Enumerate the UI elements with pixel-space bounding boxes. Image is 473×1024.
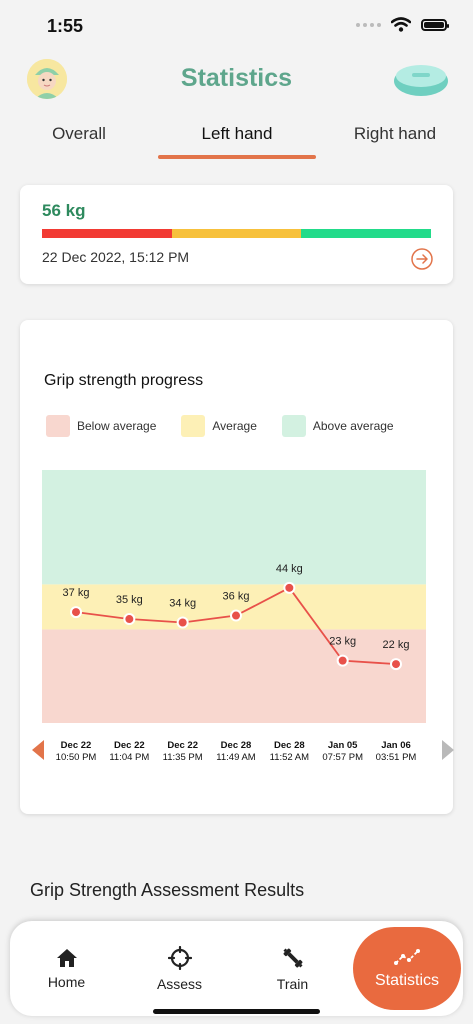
chart-prev-arrow-icon[interactable] bbox=[32, 740, 44, 760]
crosshair-icon bbox=[167, 945, 192, 970]
chart-point bbox=[285, 583, 294, 592]
latest-result-date: 22 Dec 2022, 15:12 PM bbox=[42, 249, 190, 265]
chart-x-tick-time: 11:52 AM bbox=[270, 752, 310, 763]
chart-title: Grip strength progress bbox=[44, 372, 204, 389]
chart-x-tick-time: 07:57 PM bbox=[322, 752, 363, 763]
legend-item-above: Above average bbox=[281, 415, 394, 437]
latest-strength-value: 56 kg bbox=[42, 201, 86, 220]
chart-next-arrow-icon[interactable] bbox=[442, 740, 454, 760]
nav-train[interactable]: Train bbox=[236, 921, 349, 1016]
assessment-results-heading: Grip Strength Assessment Results bbox=[30, 880, 305, 900]
chart-legend: Below average Average Above average bbox=[46, 415, 419, 437]
avatar[interactable] bbox=[27, 59, 67, 99]
legend-label-below: Below average bbox=[77, 419, 157, 433]
chart-point bbox=[72, 608, 80, 617]
chart-point bbox=[338, 656, 347, 665]
legend-swatch-average bbox=[181, 415, 206, 437]
scale-above-segment bbox=[301, 229, 431, 238]
chart-x-tick-date: Dec 28 bbox=[221, 740, 252, 751]
chart-point bbox=[178, 618, 187, 627]
chart-data-label: 35 kg bbox=[116, 594, 143, 606]
arrow-right-circle-icon[interactable] bbox=[411, 248, 433, 270]
chart-x-tick-date: Jan 05 bbox=[328, 740, 358, 751]
nav-train-label: Train bbox=[276, 975, 309, 992]
wifi-icon bbox=[391, 17, 411, 32]
chart-point bbox=[392, 660, 400, 669]
avatar-face-icon bbox=[27, 59, 67, 99]
nav-statistics-label: Statistics bbox=[374, 971, 439, 989]
legend-label-average: Average bbox=[212, 419, 257, 433]
nav-assess-label: Assess bbox=[156, 975, 203, 992]
chart-x-tick-time: 10:50 PM bbox=[56, 752, 97, 763]
legend-swatch-below bbox=[46, 415, 70, 437]
chart-x-tick-date: Dec 28 bbox=[274, 740, 305, 751]
tab-overall[interactable]: Overall bbox=[52, 124, 106, 143]
trend-line-icon bbox=[394, 948, 420, 965]
page-title: Statistics bbox=[180, 64, 293, 92]
chart-x-tick-date: Dec 22 bbox=[61, 740, 92, 751]
home-indicator bbox=[153, 1009, 320, 1014]
tab-right-hand[interactable]: Right hand bbox=[353, 124, 437, 143]
chart-x-tick-time: 11:49 AM bbox=[216, 752, 256, 763]
home-icon bbox=[56, 948, 77, 967]
chart-data-label: 37 kg bbox=[63, 587, 90, 599]
status-time: 1:55 bbox=[47, 16, 84, 36]
hand-tabs: Overall Left hand Right hand bbox=[0, 120, 473, 160]
chart-x-tick-date: Jan 06 bbox=[381, 740, 411, 751]
legend-swatch-above bbox=[281, 415, 306, 437]
chart-band-below bbox=[42, 629, 426, 723]
chart-data-label: 36 kg bbox=[223, 591, 250, 603]
nav-assess[interactable]: Assess bbox=[123, 921, 236, 1016]
grip-strength-chart: 37 kg 35 kg 34 kg 36 kg 44 kg 23 kg 22 kg Dec 2… bbox=[32, 470, 454, 763]
tab-left-hand[interactable]: Left hand bbox=[201, 124, 273, 143]
chart-data-label: 44 kg bbox=[276, 563, 303, 575]
nav-statistics[interactable]: Statistics bbox=[353, 927, 461, 1010]
chart-point bbox=[232, 611, 240, 620]
grip-device-icon[interactable] bbox=[393, 61, 449, 97]
battery-icon bbox=[421, 18, 449, 31]
scale-below-segment bbox=[42, 229, 172, 238]
signal-icon bbox=[356, 22, 381, 27]
chart-point bbox=[125, 615, 134, 624]
chart-band-average bbox=[42, 584, 426, 630]
dumbbell-icon bbox=[282, 947, 303, 968]
legend-item-average: Average bbox=[181, 415, 257, 437]
latest-result-card: 56 kg 22 Dec 2022, 15:12 PM bbox=[20, 185, 453, 284]
chart-x-tick-date: Dec 22 bbox=[167, 740, 198, 751]
legend-item-below: Below average bbox=[46, 415, 156, 437]
active-tab-indicator bbox=[158, 155, 316, 159]
chart-data-label: 34 kg bbox=[169, 597, 196, 609]
chart-x-tick-time: 11:35 PM bbox=[163, 752, 203, 763]
chart-x-tick-date: Dec 22 bbox=[114, 740, 145, 751]
nav-home-label: Home bbox=[47, 973, 86, 990]
scale-average-segment bbox=[172, 229, 301, 238]
chart-x-tick-time: 03:51 PM bbox=[376, 752, 417, 763]
chart-data-label: 22 kg bbox=[383, 639, 410, 651]
legend-label-above: Above average bbox=[312, 419, 394, 433]
status-bar: 1:55 bbox=[0, 0, 473, 50]
grip-progress-card: Grip strength progress Below average Ave… bbox=[20, 320, 454, 814]
chart-band-above bbox=[42, 470, 426, 585]
chart-data-label: 23 kg bbox=[329, 636, 356, 648]
chart-x-tick-time: 11:04 PM bbox=[109, 752, 149, 763]
status-icons bbox=[356, 17, 449, 32]
bottom-nav: Home Assess Train Statistics bbox=[10, 921, 463, 1016]
strength-scale-bar bbox=[42, 229, 431, 238]
nav-home[interactable]: Home bbox=[10, 921, 123, 1016]
